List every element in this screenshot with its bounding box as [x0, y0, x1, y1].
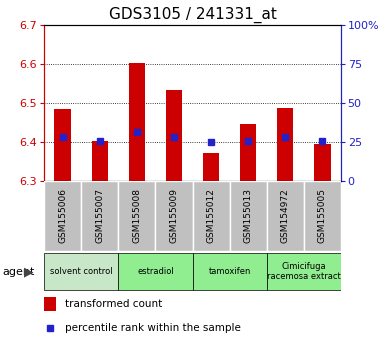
Text: GSM155009: GSM155009	[169, 188, 179, 244]
Title: GDS3105 / 241331_at: GDS3105 / 241331_at	[109, 7, 276, 23]
Text: agent: agent	[2, 267, 34, 277]
Text: transformed count: transformed count	[65, 299, 162, 309]
Bar	[314, 144, 331, 181]
Bar	[44, 181, 81, 251]
Bar	[192, 253, 267, 290]
Text: GSM155012: GSM155012	[206, 188, 216, 244]
Bar	[44, 297, 56, 312]
Text: GSM155006: GSM155006	[58, 188, 67, 244]
Bar	[277, 108, 293, 181]
Text: Cimicifuga
racemosa extract: Cimicifuga racemosa extract	[267, 262, 341, 281]
Text: GSM155005: GSM155005	[318, 188, 327, 244]
Bar	[129, 63, 145, 181]
Text: GSM154972: GSM154972	[281, 189, 290, 243]
Text: solvent control: solvent control	[50, 267, 113, 276]
Text: GSM155007: GSM155007	[95, 188, 104, 244]
Bar	[44, 253, 119, 290]
Bar	[304, 181, 341, 251]
Bar	[203, 153, 219, 181]
Bar	[54, 108, 71, 181]
Text: GSM155008: GSM155008	[132, 188, 141, 244]
Bar	[92, 141, 108, 181]
Bar	[240, 124, 256, 181]
Bar	[166, 90, 182, 181]
Bar	[119, 253, 192, 290]
Bar	[81, 181, 119, 251]
Bar	[192, 181, 229, 251]
Text: tamoxifen: tamoxifen	[208, 267, 251, 276]
Bar	[267, 253, 341, 290]
Bar	[229, 181, 266, 251]
Bar	[267, 181, 304, 251]
Text: estradiol: estradiol	[137, 267, 174, 276]
Bar	[119, 181, 156, 251]
Text: ▶: ▶	[24, 265, 33, 278]
Text: percentile rank within the sample: percentile rank within the sample	[65, 323, 241, 333]
Bar	[156, 181, 192, 251]
Text: GSM155013: GSM155013	[244, 188, 253, 244]
